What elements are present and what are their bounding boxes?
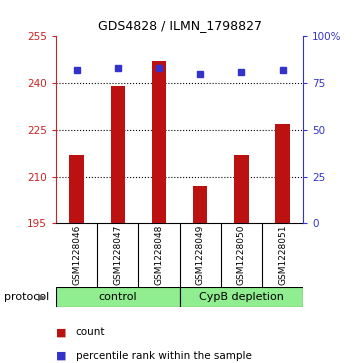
Bar: [193, 186, 208, 223]
Bar: [275, 123, 290, 223]
Bar: [56, 287, 180, 307]
Text: GSM1228049: GSM1228049: [196, 225, 205, 285]
Bar: [180, 287, 303, 307]
Text: GSM1228046: GSM1228046: [72, 225, 81, 285]
Bar: [69, 155, 84, 223]
Text: GSM1228047: GSM1228047: [113, 225, 122, 285]
Text: ■: ■: [56, 351, 66, 361]
Text: ■: ■: [56, 327, 66, 337]
Bar: [110, 86, 125, 223]
Text: control: control: [99, 292, 137, 302]
Text: GSM1228050: GSM1228050: [237, 225, 246, 285]
Text: GSM1228048: GSM1228048: [155, 225, 164, 285]
Bar: [152, 61, 166, 223]
Text: ▶: ▶: [38, 292, 45, 302]
Bar: [234, 155, 249, 223]
Text: GSM1228051: GSM1228051: [278, 225, 287, 285]
Title: GDS4828 / ILMN_1798827: GDS4828 / ILMN_1798827: [97, 19, 262, 32]
Text: percentile rank within the sample: percentile rank within the sample: [76, 351, 252, 361]
Text: CypB depletion: CypB depletion: [199, 292, 284, 302]
Text: protocol: protocol: [4, 292, 49, 302]
Text: count: count: [76, 327, 105, 337]
